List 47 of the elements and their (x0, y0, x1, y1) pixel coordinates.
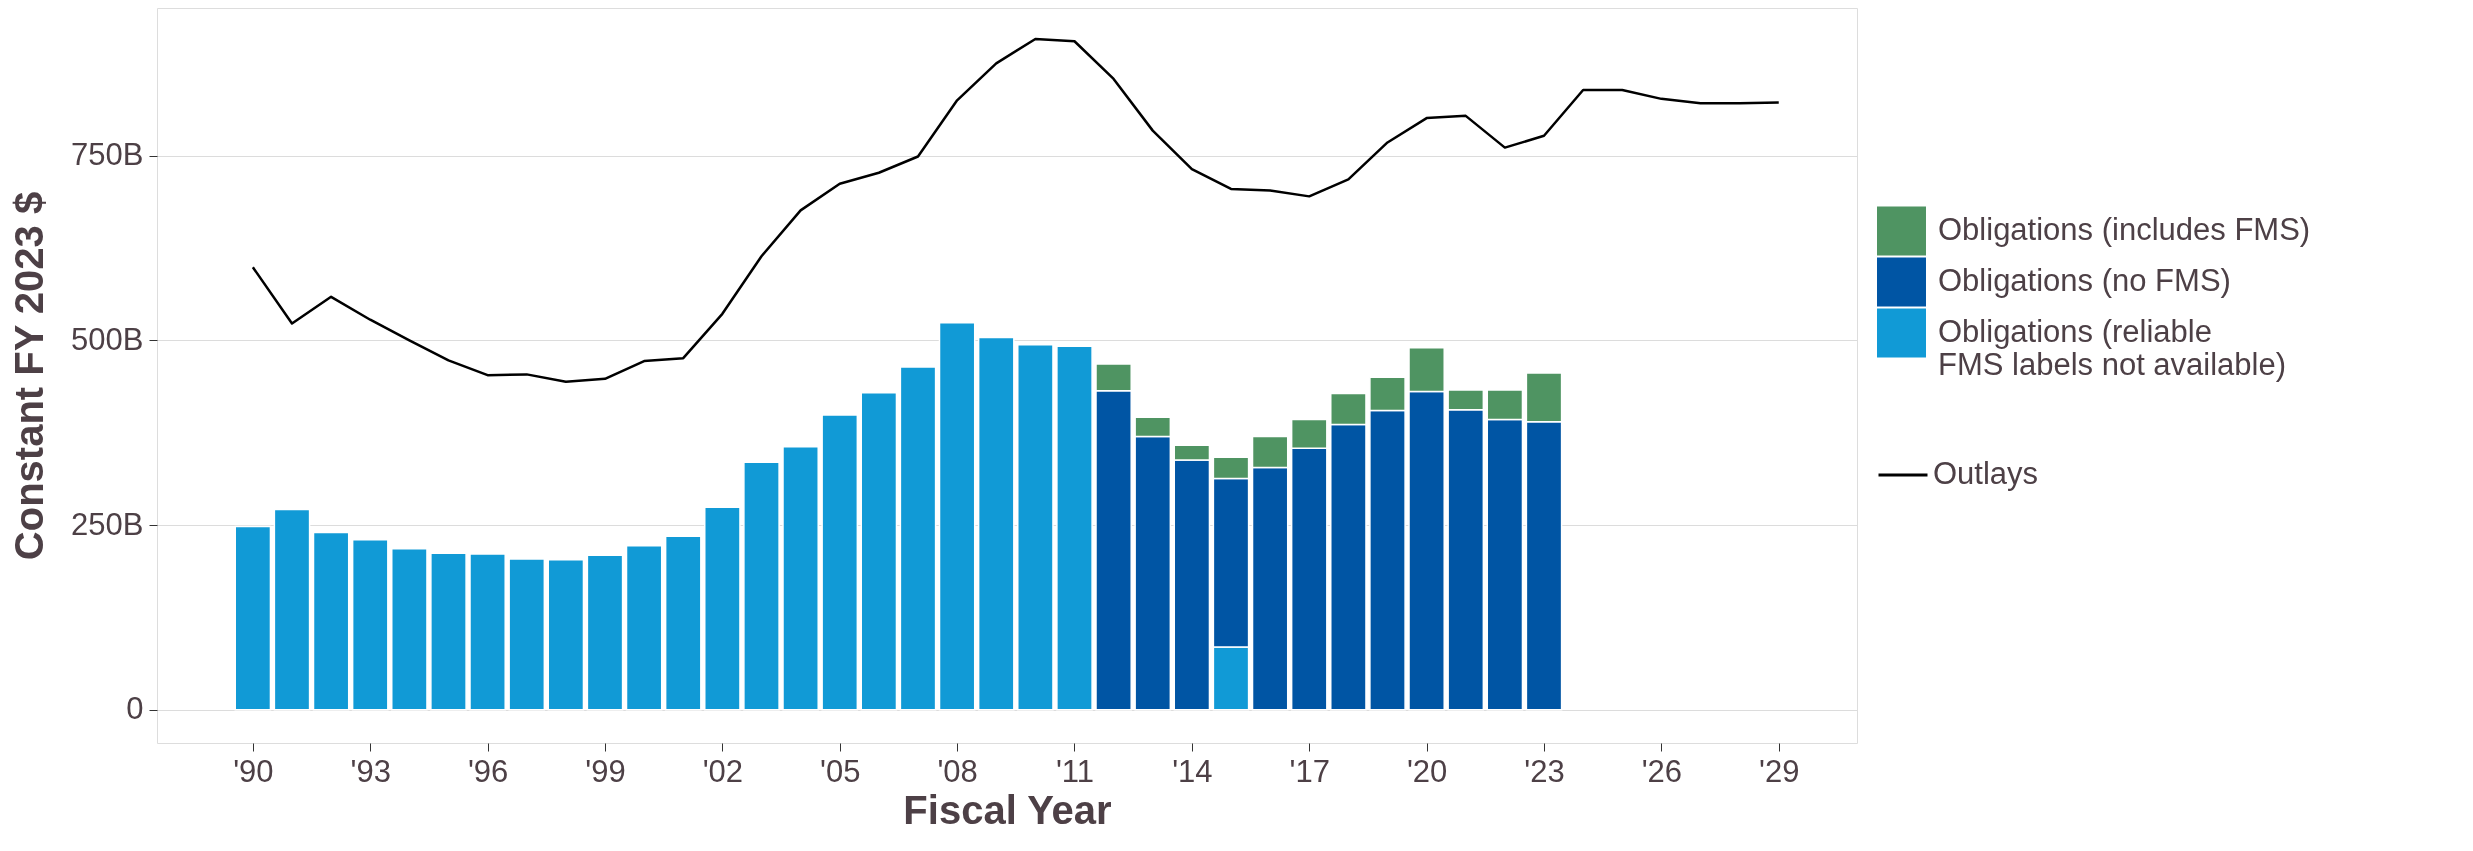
bar (1017, 344, 1054, 711)
bar (469, 553, 506, 711)
x-tick-label: '99 (585, 753, 626, 789)
legend-label: Obligations (includes FMS) (1938, 211, 2311, 247)
bar (351, 539, 389, 711)
bar (704, 506, 741, 711)
x-tick-label: '14 (1172, 753, 1213, 789)
bar (977, 336, 1015, 711)
bar (508, 558, 546, 711)
y-tick-label: 0 (126, 691, 144, 727)
x-tick-label: '17 (1289, 753, 1330, 789)
y-tick-label: 750B (71, 137, 144, 173)
x-tick-label: '29 (1759, 753, 1800, 789)
bar (782, 446, 819, 711)
bar (273, 508, 311, 711)
bar (1056, 345, 1093, 711)
y-axis-title: Constant FY 2023 $ (7, 191, 52, 561)
legend-label: Obligations (no FMS) (1938, 262, 2231, 298)
x-tick-label: '23 (1524, 753, 1565, 789)
y-tick-label: 250B (71, 506, 144, 542)
x-tick-label: '02 (702, 753, 744, 789)
x-tick-label: '05 (820, 753, 861, 789)
bar (938, 321, 976, 711)
bar (430, 552, 467, 711)
bar (664, 535, 702, 711)
bar (547, 559, 585, 711)
x-tick-label: '96 (467, 753, 509, 789)
x-axis-title: Fiscal Year (903, 787, 1112, 832)
legend-label: Outlays (1933, 456, 2039, 491)
bar (821, 414, 859, 711)
x-tick-label: '08 (937, 753, 978, 789)
bar (586, 554, 624, 711)
y-tick-label: 500B (71, 321, 144, 357)
x-tick-label: '20 (1406, 753, 1448, 789)
x-tick-label: '90 (233, 753, 274, 789)
x-tick-label: '93 (350, 753, 391, 789)
bar (391, 547, 428, 711)
bar (312, 531, 350, 711)
bar (860, 392, 898, 711)
bar (743, 461, 780, 711)
bar (234, 525, 272, 711)
legend-label: Obligations (reliable FMS labels not available) (1938, 313, 2287, 382)
line-series (251, 37, 1780, 384)
bar (899, 366, 937, 711)
x-tick-label: '26 (1641, 753, 1683, 789)
bar (625, 545, 663, 711)
x-tick-label: '11 (1055, 753, 1095, 789)
